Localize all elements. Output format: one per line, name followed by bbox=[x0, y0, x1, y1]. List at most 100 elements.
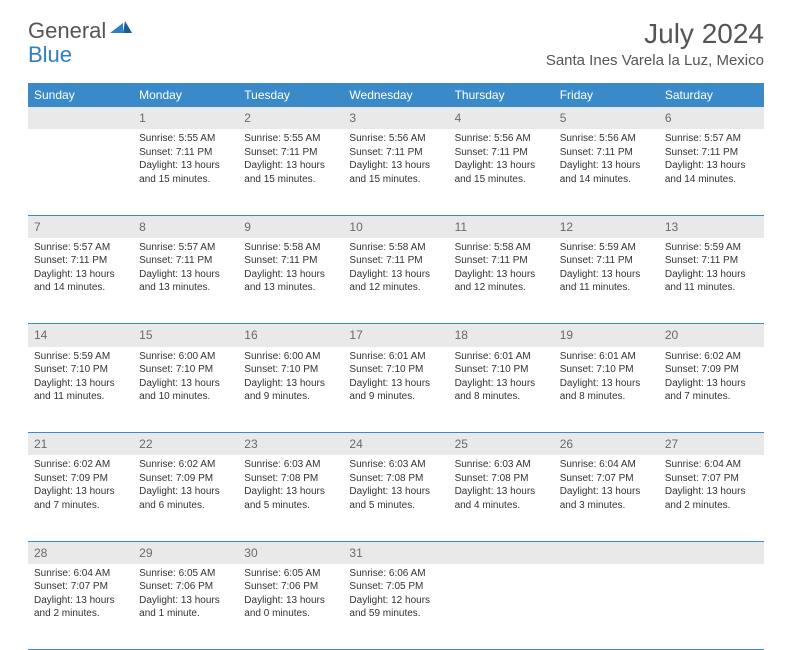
day-number: 25 bbox=[449, 433, 554, 456]
daylight-text: and 11 minutes. bbox=[665, 281, 758, 295]
sunrise-text: Sunrise: 6:05 AM bbox=[139, 567, 232, 581]
day-number: 19 bbox=[554, 324, 659, 347]
sunset-text: Sunset: 7:10 PM bbox=[560, 363, 653, 377]
title-area: July 2024 Santa Ines Varela la Luz, Mexi… bbox=[546, 18, 764, 69]
sunrise-text: Sunrise: 6:03 AM bbox=[244, 458, 337, 472]
sunset-text: Sunset: 7:10 PM bbox=[139, 363, 232, 377]
daylight-text: Daylight: 13 hours bbox=[455, 485, 548, 499]
daylight-text: and 15 minutes. bbox=[349, 173, 442, 187]
day-number: 20 bbox=[659, 324, 764, 347]
sunset-text: Sunset: 7:11 PM bbox=[139, 254, 232, 268]
sunrise-text: Sunrise: 6:04 AM bbox=[560, 458, 653, 472]
day-cell: Sunrise: 5:56 AMSunset: 7:11 PMDaylight:… bbox=[554, 129, 659, 215]
daylight-text: Daylight: 13 hours bbox=[139, 268, 232, 282]
daylight-text: and 7 minutes. bbox=[34, 499, 127, 513]
sunrise-text: Sunrise: 6:05 AM bbox=[244, 567, 337, 581]
day-number: 26 bbox=[554, 433, 659, 456]
daylight-text: Daylight: 13 hours bbox=[139, 377, 232, 391]
day-cell: Sunrise: 5:59 AMSunset: 7:11 PMDaylight:… bbox=[554, 238, 659, 324]
sunset-text: Sunset: 7:08 PM bbox=[244, 472, 337, 486]
daylight-text: and 0 minutes. bbox=[244, 607, 337, 621]
day-cell: Sunrise: 6:03 AMSunset: 7:08 PMDaylight:… bbox=[343, 455, 448, 541]
page-title: July 2024 bbox=[546, 18, 764, 50]
sunset-text: Sunset: 7:05 PM bbox=[349, 580, 442, 594]
sunset-text: Sunset: 7:11 PM bbox=[349, 254, 442, 268]
sunrise-text: Sunrise: 6:03 AM bbox=[349, 458, 442, 472]
daylight-text: Daylight: 13 hours bbox=[560, 485, 653, 499]
day-number: 12 bbox=[554, 215, 659, 238]
daylight-text: Daylight: 13 hours bbox=[665, 485, 758, 499]
daylight-text: Daylight: 13 hours bbox=[34, 268, 127, 282]
day-cell: Sunrise: 5:56 AMSunset: 7:11 PMDaylight:… bbox=[343, 129, 448, 215]
sunrise-text: Sunrise: 6:02 AM bbox=[34, 458, 127, 472]
day-number: 15 bbox=[133, 324, 238, 347]
daylight-text: Daylight: 13 hours bbox=[34, 485, 127, 499]
day-cell: Sunrise: 5:58 AMSunset: 7:11 PMDaylight:… bbox=[343, 238, 448, 324]
day-cell: Sunrise: 6:05 AMSunset: 7:06 PMDaylight:… bbox=[133, 564, 238, 650]
day-cell bbox=[28, 129, 133, 215]
sunset-text: Sunset: 7:10 PM bbox=[349, 363, 442, 377]
day-number: 13 bbox=[659, 215, 764, 238]
daylight-text: Daylight: 13 hours bbox=[139, 159, 232, 173]
sunrise-text: Sunrise: 5:58 AM bbox=[349, 241, 442, 255]
sunrise-text: Sunrise: 5:57 AM bbox=[665, 132, 758, 146]
daylight-text: Daylight: 13 hours bbox=[560, 159, 653, 173]
daynum-row: 14151617181920 bbox=[28, 324, 764, 347]
sunrise-text: Sunrise: 6:01 AM bbox=[560, 350, 653, 364]
day-cell: Sunrise: 6:01 AMSunset: 7:10 PMDaylight:… bbox=[343, 347, 448, 433]
daylight-text: Daylight: 13 hours bbox=[139, 594, 232, 608]
daynum-row: 28293031 bbox=[28, 541, 764, 564]
daylight-text: and 11 minutes. bbox=[34, 390, 127, 404]
sunset-text: Sunset: 7:11 PM bbox=[34, 254, 127, 268]
sunrise-text: Sunrise: 5:58 AM bbox=[455, 241, 548, 255]
day-number bbox=[659, 541, 764, 564]
daylight-text: Daylight: 13 hours bbox=[139, 485, 232, 499]
day-number: 9 bbox=[238, 215, 343, 238]
sunset-text: Sunset: 7:06 PM bbox=[244, 580, 337, 594]
day-cell: Sunrise: 5:55 AMSunset: 7:11 PMDaylight:… bbox=[133, 129, 238, 215]
day-number: 8 bbox=[133, 215, 238, 238]
sunrise-text: Sunrise: 6:06 AM bbox=[349, 567, 442, 581]
day-number: 27 bbox=[659, 433, 764, 456]
sunset-text: Sunset: 7:08 PM bbox=[349, 472, 442, 486]
daylight-text: and 12 minutes. bbox=[349, 281, 442, 295]
daylight-text: and 13 minutes. bbox=[139, 281, 232, 295]
daylight-text: and 2 minutes. bbox=[34, 607, 127, 621]
sunrise-text: Sunrise: 5:56 AM bbox=[455, 132, 548, 146]
day-number: 24 bbox=[343, 433, 448, 456]
day-cell: Sunrise: 6:03 AMSunset: 7:08 PMDaylight:… bbox=[449, 455, 554, 541]
sunrise-text: Sunrise: 5:56 AM bbox=[349, 132, 442, 146]
daylight-text: Daylight: 13 hours bbox=[349, 159, 442, 173]
sunset-text: Sunset: 7:11 PM bbox=[244, 146, 337, 160]
sunset-text: Sunset: 7:11 PM bbox=[455, 146, 548, 160]
daylight-text: Daylight: 13 hours bbox=[665, 377, 758, 391]
sunrise-text: Sunrise: 6:02 AM bbox=[139, 458, 232, 472]
day-cell: Sunrise: 5:58 AMSunset: 7:11 PMDaylight:… bbox=[238, 238, 343, 324]
daylight-text: and 5 minutes. bbox=[349, 499, 442, 513]
daylight-text: Daylight: 13 hours bbox=[34, 377, 127, 391]
day-number: 17 bbox=[343, 324, 448, 347]
day-number: 30 bbox=[238, 541, 343, 564]
sunset-text: Sunset: 7:10 PM bbox=[244, 363, 337, 377]
weekday-header: Tuesday bbox=[238, 83, 343, 107]
daylight-text: and 7 minutes. bbox=[665, 390, 758, 404]
daylight-text: and 59 minutes. bbox=[349, 607, 442, 621]
day-number bbox=[28, 107, 133, 129]
daynum-row: 78910111213 bbox=[28, 215, 764, 238]
day-number: 7 bbox=[28, 215, 133, 238]
sunrise-text: Sunrise: 5:58 AM bbox=[244, 241, 337, 255]
daylight-text: Daylight: 13 hours bbox=[34, 594, 127, 608]
day-number bbox=[554, 541, 659, 564]
sunrise-text: Sunrise: 5:59 AM bbox=[34, 350, 127, 364]
sunrise-text: Sunrise: 5:57 AM bbox=[34, 241, 127, 255]
day-number: 18 bbox=[449, 324, 554, 347]
sunrise-text: Sunrise: 5:55 AM bbox=[244, 132, 337, 146]
sunset-text: Sunset: 7:11 PM bbox=[455, 254, 548, 268]
day-cell: Sunrise: 5:57 AMSunset: 7:11 PMDaylight:… bbox=[659, 129, 764, 215]
daylight-text: Daylight: 13 hours bbox=[244, 485, 337, 499]
sunset-text: Sunset: 7:11 PM bbox=[665, 254, 758, 268]
sunset-text: Sunset: 7:09 PM bbox=[139, 472, 232, 486]
daylight-text: and 11 minutes. bbox=[560, 281, 653, 295]
day-number: 22 bbox=[133, 433, 238, 456]
sunset-text: Sunset: 7:09 PM bbox=[665, 363, 758, 377]
